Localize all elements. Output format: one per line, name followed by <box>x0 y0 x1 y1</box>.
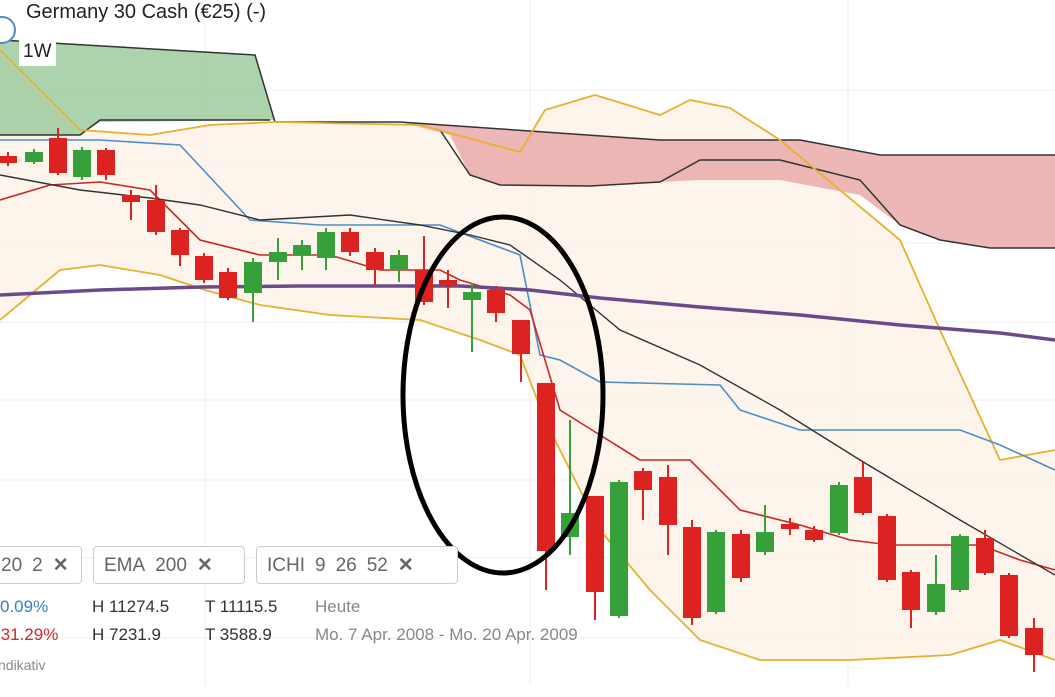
candle-body <box>976 538 994 573</box>
indicator-chip[interactable]: EMA 200 ✕ <box>93 546 245 584</box>
high: H 7231.9 <box>92 625 161 644</box>
candle-body <box>390 255 408 270</box>
info-icon[interactable] <box>0 16 16 44</box>
candle-body <box>683 527 701 618</box>
candle-body <box>927 584 945 612</box>
param: 52 <box>366 555 388 576</box>
candle-body <box>219 272 237 298</box>
candle-body <box>707 532 725 612</box>
cloud-edge <box>399 121 1055 156</box>
param: 2 <box>32 555 43 576</box>
candle-body <box>1000 575 1018 636</box>
remove-icon[interactable]: ✕ <box>52 555 69 576</box>
period: Heute <box>315 597 361 616</box>
candle-body <box>0 156 17 163</box>
candle-body <box>586 496 604 592</box>
candle-body <box>439 280 457 285</box>
candle-body <box>171 230 189 255</box>
candle-body <box>317 232 335 258</box>
remove-icon[interactable]: ✕ <box>196 555 213 576</box>
candle-body <box>951 536 969 590</box>
indicator-name: EMA <box>104 555 146 576</box>
indicator-chip[interactable]: ICHI 9 26 52 ✕ <box>256 546 458 584</box>
candles <box>0 128 1043 672</box>
candle-body <box>902 572 920 610</box>
ema-200 <box>0 284 1055 342</box>
candle-body <box>634 471 652 490</box>
candle-body <box>487 290 505 313</box>
candle-body <box>463 292 481 300</box>
candle-body <box>341 232 359 252</box>
highlight-ellipse <box>400 214 606 576</box>
param: 200 <box>155 555 187 576</box>
cloud-edge <box>0 119 270 136</box>
indicator-chip[interactable]: 20 2 ✕ <box>0 546 82 584</box>
candle-body <box>537 383 555 551</box>
candle-body <box>293 245 311 255</box>
candle-body <box>122 195 140 202</box>
ichimoku-cloud-green <box>0 40 275 135</box>
param: 26 <box>335 555 357 576</box>
candle-body <box>854 477 872 513</box>
cloud-edge <box>0 39 400 123</box>
candle-body <box>97 150 115 175</box>
candle-body <box>756 532 774 552</box>
param: 9 <box>315 555 326 576</box>
cloud-edge <box>439 129 1055 249</box>
candle-body <box>805 530 823 540</box>
candle-body <box>732 534 750 578</box>
candle-body <box>147 200 165 232</box>
remove-icon[interactable]: ✕ <box>397 555 414 576</box>
candle-body <box>366 252 384 270</box>
candle-body <box>830 485 848 533</box>
bollinger-lower <box>0 264 1055 661</box>
low: T 3588.9 <box>205 625 272 644</box>
change: -31.29% <box>0 625 59 644</box>
timeframe[interactable]: 1W <box>19 38 56 66</box>
high: H 11274.5 <box>92 597 170 616</box>
candle-body <box>659 477 677 525</box>
candle-body <box>610 482 628 616</box>
low: T 11115.5 <box>205 597 278 616</box>
bollinger-band <box>0 50 1055 660</box>
period: Mo. 7 Apr. 2008 - Mo. 20 Apr. 2009 <box>315 625 578 644</box>
param: 20 <box>1 555 23 576</box>
change: 0.09% <box>0 597 49 616</box>
candle-body <box>878 516 896 580</box>
ichimoku-tenkan <box>0 181 1055 571</box>
candle-body <box>269 252 287 262</box>
candle-body <box>781 524 799 529</box>
candle-body <box>244 262 262 293</box>
candle-body <box>73 150 91 177</box>
candle-body <box>512 320 530 354</box>
indicator-name: ICHI <box>267 555 305 576</box>
candle-body <box>195 256 213 280</box>
bollinger-mid <box>0 174 1055 576</box>
bollinger-upper <box>0 49 1055 462</box>
candle-body <box>25 152 43 162</box>
instrument-title: Germany 30 Cash (€25) (-) <box>22 1 271 24</box>
ichimoku-cloud-red <box>400 122 1055 248</box>
footer-note: ndikativ <box>0 657 46 673</box>
candle-body <box>49 138 67 173</box>
candle-body <box>1025 628 1043 655</box>
ichimoku-kijun <box>0 139 1055 471</box>
